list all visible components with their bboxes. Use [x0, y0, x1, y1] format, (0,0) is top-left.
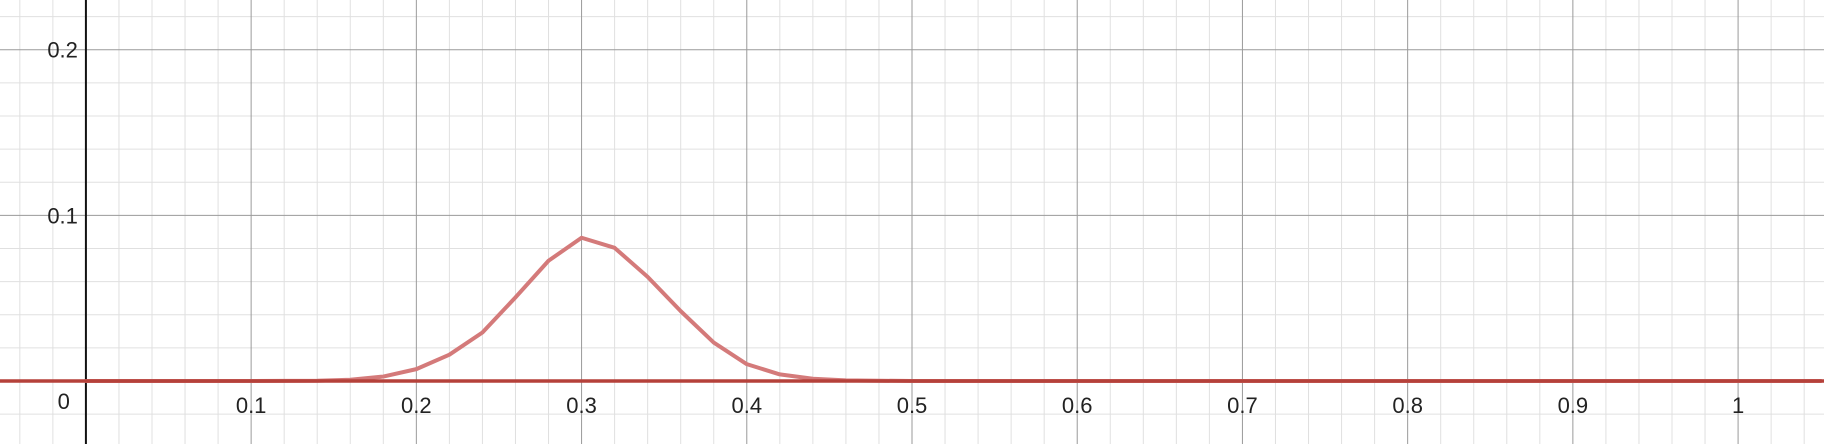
x-tick-label: 0.4 — [731, 393, 762, 418]
x-tick-label: 0.9 — [1558, 393, 1589, 418]
x-tick-label: 0.5 — [897, 393, 928, 418]
x-tick-label: 0.7 — [1227, 393, 1258, 418]
x-tick-label: 0.1 — [236, 393, 267, 418]
series-layer — [0, 235, 1824, 384]
y-tick-label: 0.2 — [47, 38, 78, 63]
origin-label: 0 — [58, 389, 70, 414]
x-tick-label: 0.8 — [1392, 393, 1423, 418]
x-tick-label: 0.3 — [566, 393, 597, 418]
x-tick-label: 0.6 — [1062, 393, 1093, 418]
x-tick-label: 0.2 — [401, 393, 432, 418]
curve-series-1 — [83, 235, 1823, 384]
x-tick-label: 1 — [1732, 393, 1744, 418]
tick-labels: 0.1 0.2 0.3 0.4 0.5 0.6 0.7 0.8 0.9 1 0.1 0.2 0 — [47, 38, 1744, 418]
y-tick-label: 0.1 — [47, 203, 78, 228]
